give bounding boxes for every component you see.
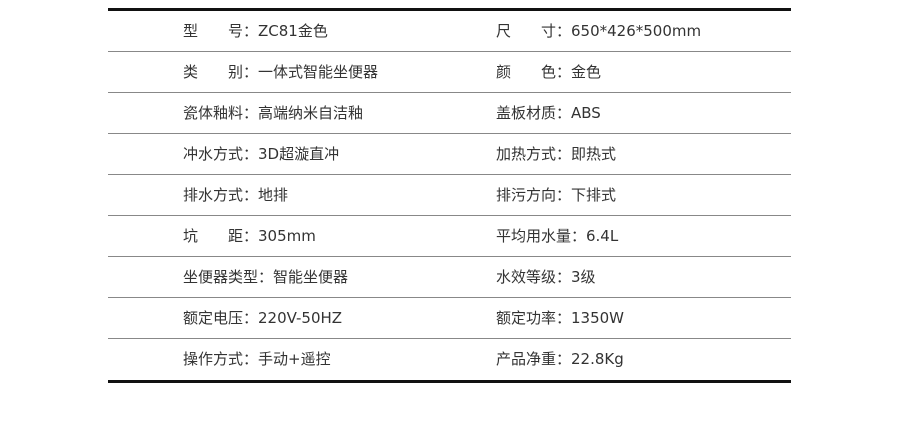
spec-right: 颜 色：金色 <box>496 63 602 81</box>
spec-left: 类 别：一体式智能坐便器 <box>183 63 379 81</box>
spec-row: 额定电压：220V-50HZ 额定功率：1350W <box>108 298 791 339</box>
spec-right: 水效等级：3级 <box>496 268 596 286</box>
spec-right: 产品净重：22.8Kg <box>496 350 624 368</box>
spec-left: 冲水方式：3D超漩直冲 <box>183 145 340 163</box>
spec-table: 型 号：ZC81金色 尺 寸：650*426*500mm 类 别：一体式智能坐便器… <box>108 8 791 383</box>
spec-right: 排污方向：下排式 <box>496 186 617 204</box>
spec-left: 额定电压：220V-50HZ <box>183 309 343 327</box>
spec-row: 操作方式：手动+遥控 产品净重：22.8Kg <box>108 339 791 380</box>
spec-right: 平均用水量：6.4L <box>496 227 619 245</box>
spec-left: 排水方式：地排 <box>183 186 289 204</box>
spec-right: 额定功率：1350W <box>496 309 625 327</box>
spec-row: 类 别：一体式智能坐便器 颜 色：金色 <box>108 52 791 93</box>
spec-row: 排水方式：地排 排污方向：下排式 <box>108 175 791 216</box>
spec-row: 冲水方式：3D超漩直冲 加热方式：即热式 <box>108 134 791 175</box>
spec-right: 加热方式：即热式 <box>496 145 617 163</box>
spec-row: 型 号：ZC81金色 尺 寸：650*426*500mm <box>108 11 791 52</box>
spec-left: 型 号：ZC81金色 <box>183 22 328 40</box>
spec-left: 坐便器类型：智能坐便器 <box>183 268 349 286</box>
spec-row: 坐便器类型：智能坐便器 水效等级：3级 <box>108 257 791 298</box>
spec-right: 尺 寸：650*426*500mm <box>496 22 702 40</box>
spec-left: 瓷体釉料：高端纳米自洁釉 <box>183 104 364 122</box>
spec-left: 操作方式：手动+遥控 <box>183 350 331 368</box>
spec-right: 盖板材质：ABS <box>496 104 601 122</box>
spec-row: 坑 距：305mm 平均用水量：6.4L <box>108 216 791 257</box>
spec-left: 坑 距：305mm <box>183 227 316 245</box>
spec-row: 瓷体釉料：高端纳米自洁釉 盖板材质：ABS <box>108 93 791 134</box>
